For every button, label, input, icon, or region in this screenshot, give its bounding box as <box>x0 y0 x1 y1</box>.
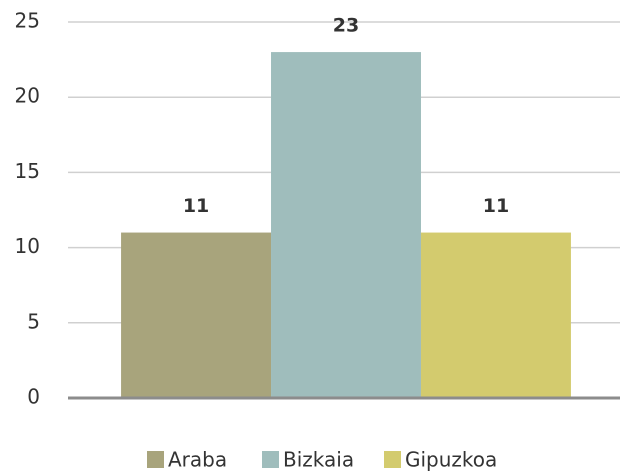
y-tick-label: 10 <box>15 234 40 258</box>
legend-label: Gipuzkoa <box>405 448 497 472</box>
legend-swatch <box>262 451 279 468</box>
y-tick-label: 5 <box>27 309 40 333</box>
y-tick-label: 15 <box>15 159 40 183</box>
data-label: 11 <box>483 195 509 217</box>
legend-label: Bizkaia <box>283 448 354 472</box>
legend-label: Araba <box>168 448 227 472</box>
y-tick-label: 25 <box>15 9 40 33</box>
bar <box>271 52 421 399</box>
y-tick-label: 0 <box>27 385 40 409</box>
bar <box>420 232 571 398</box>
bar <box>121 232 272 398</box>
data-label: 23 <box>333 15 359 37</box>
legend-swatch <box>384 451 401 468</box>
legend-swatch <box>147 451 164 468</box>
data-label: 11 <box>183 195 209 217</box>
y-tick-label: 20 <box>15 84 40 108</box>
